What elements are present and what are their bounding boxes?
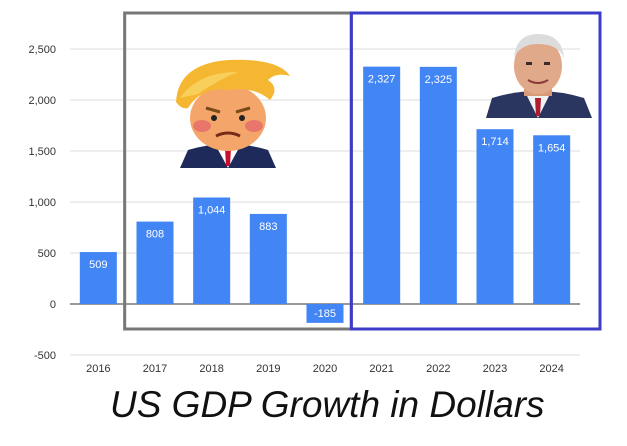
bar-2019 — [249, 213, 287, 304]
data-label: 509 — [89, 259, 107, 271]
data-label: 808 — [146, 229, 164, 241]
period-box-2 — [349, 11, 602, 331]
y-tick-label: 500 — [38, 248, 56, 260]
data-label: 2,325 — [425, 74, 453, 86]
x-tick-label: 2016 — [86, 363, 110, 375]
data-label: 2,327 — [368, 74, 396, 86]
x-tick-label: 2017 — [143, 363, 167, 375]
data-labels: 509 808 1,044 883 -185 2,327 2,325 1,714 1,654 — [89, 74, 565, 320]
bar-2023 — [476, 129, 514, 304]
chart-title: US GDP Growth in Dollars — [110, 384, 545, 425]
bar-2021 — [363, 66, 401, 305]
bar-2024 — [533, 135, 571, 304]
pixel-portrait-icon — [486, 34, 592, 118]
y-tick-label: 1,000 — [28, 197, 56, 209]
data-label: 883 — [259, 221, 277, 233]
y-tick-label: 2,000 — [28, 95, 56, 107]
x-tick-label: 2021 — [369, 363, 393, 375]
data-label: -185 — [314, 308, 336, 320]
x-tick-label: 2024 — [539, 363, 563, 375]
bar-2016 — [79, 252, 117, 304]
x-tick-label: 2018 — [199, 363, 223, 375]
y-tick-label: -500 — [34, 350, 56, 362]
data-label: 1,654 — [538, 142, 566, 154]
cartoon-portrait-icon — [176, 59, 290, 168]
x-tick-label: 2022 — [426, 363, 450, 375]
bar-2020 — [306, 304, 344, 323]
bar-2022 — [419, 66, 457, 304]
period-boxes — [123, 11, 602, 331]
y-tick-label: 0 — [50, 299, 56, 311]
y-tick-label: 2,500 — [28, 44, 56, 56]
data-label: 1,044 — [198, 205, 226, 217]
x-axis-ticks: 2016 2017 2018 2019 2020 2021 2022 2023 2024 — [86, 363, 564, 375]
bar-2017 — [136, 221, 174, 304]
bars — [79, 66, 571, 323]
y-tick-label: 1,500 — [28, 146, 56, 158]
x-tick-label: 2019 — [256, 363, 280, 375]
x-tick-label: 2023 — [483, 363, 507, 375]
data-label: 1,714 — [481, 136, 509, 148]
y-axis-ticks: -500 0 500 1,000 1,500 2,000 2,500 — [28, 44, 56, 362]
bar-2018 — [193, 197, 231, 304]
x-tick-label: 2020 — [313, 363, 337, 375]
